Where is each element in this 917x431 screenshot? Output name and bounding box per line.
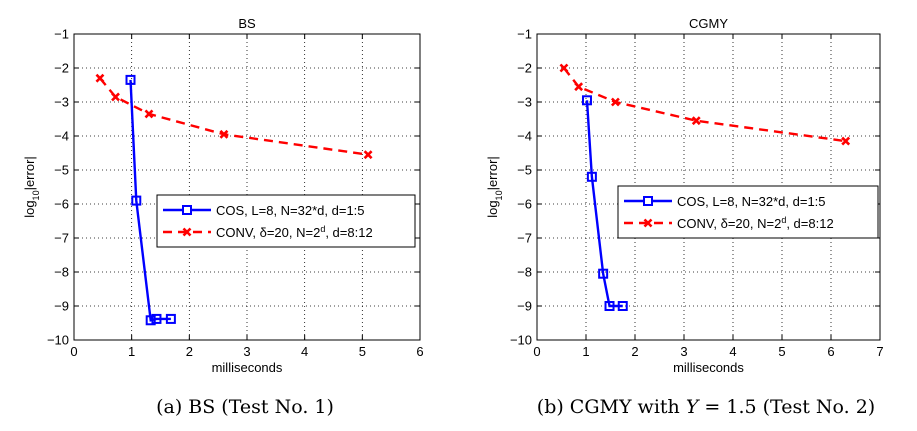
x-tick-label: 6 (827, 344, 834, 359)
data-point-square (165, 313, 176, 324)
chart-title: CGMY (689, 16, 728, 31)
x-tick-label: 5 (778, 344, 785, 359)
y-tick-label: −1 (54, 27, 69, 42)
caption-b: (b) CGMY with Y = 1.5 (Test No. 2) (537, 396, 875, 418)
legend: COS, L=8, N=32*d, d=1:5 CONV, δ=20, N=2d,… (156, 194, 416, 248)
y-tick-label: −10 (47, 333, 69, 348)
x-tick-label: 0 (533, 344, 540, 359)
y-axis-label: log10|error| (22, 156, 41, 218)
legend-marker-x (643, 218, 653, 228)
legend-label: CONV, δ=20, N=2d, d=8:12 (677, 215, 834, 231)
x-tick-label: 4 (729, 344, 736, 359)
data-point-square (145, 315, 156, 326)
x-tick-label: 4 (301, 344, 308, 359)
data-point-x (144, 109, 154, 119)
legend-box (156, 194, 416, 248)
data-point-square (598, 268, 609, 279)
y-tick-label: −5 (517, 163, 532, 178)
data-point-x (691, 116, 701, 126)
caption-a: (a) BS (Test No. 1) (156, 396, 334, 418)
x-axis-label: milliseconds (673, 360, 744, 375)
x-tick-label: 2 (631, 344, 638, 359)
y-tick-label: −1 (517, 27, 532, 42)
caption-b-suffix: = 1.5 (Test No. 2) (698, 396, 875, 418)
data-point-square (125, 74, 136, 85)
y-tick-label: −10 (510, 333, 532, 348)
data-point-square (151, 313, 162, 324)
y-tick-label: −7 (517, 231, 532, 246)
y-tick-label: −2 (54, 61, 69, 76)
data-point-x (610, 97, 620, 107)
data-point-x (363, 150, 373, 160)
data-point-x (111, 92, 120, 102)
x-axis-label: milliseconds (212, 360, 283, 375)
caption-b-var: Y (686, 396, 701, 418)
x-tick-label: 0 (70, 344, 77, 359)
y-tick-label: −3 (517, 95, 532, 110)
data-point-square (131, 195, 142, 206)
legend: COS, L=8, N=32*d, d=1:5 CONV, δ=20, N=2d,… (617, 185, 879, 239)
data-point-square (604, 301, 615, 311)
data-point-x (841, 136, 851, 146)
legend-marker-square (182, 205, 192, 215)
y-axis-label: log10|error| (485, 156, 504, 218)
data-point-square (586, 171, 597, 182)
x-tick-label: 6 (416, 344, 423, 359)
x-tick-label: 1 (582, 344, 589, 359)
legend-label: CONV, δ=20, N=2d, d=8:12 (216, 224, 373, 240)
y-tick-label: −4 (517, 129, 532, 144)
x-tick-label: 5 (359, 344, 366, 359)
data-point-square (581, 95, 592, 106)
data-point-x (559, 63, 569, 73)
data-point-x (95, 73, 105, 83)
legend-label: COS, L=8, N=32*d, d=1:5 (677, 194, 826, 209)
legend-label: COS, L=8, N=32*d, d=1:5 (216, 203, 365, 218)
y-tick-label: −3 (54, 95, 69, 110)
data-point-x (219, 129, 229, 139)
data-point-square (617, 301, 628, 311)
legend-marker-x (182, 227, 192, 237)
x-tick-label: 3 (680, 344, 687, 359)
axes-box (536, 33, 881, 341)
chart-cgmy: 0 1 2 3 4 5 6 7 −10 −9 −8 −7 −6 −5 −4 −3 −2 −1 CGMY millise… (485, 16, 884, 375)
legend-box (617, 185, 879, 239)
y-tick-label: −7 (54, 231, 69, 246)
y-tick-label: −6 (517, 197, 532, 212)
y-tick-label: −9 (517, 299, 532, 314)
legend-marker-square (643, 196, 653, 206)
chart-bs: 0 1 2 3 4 5 6 −10 −9 −8 −7 −6 −5 −4 −3 −2 −1 BS millisecon… (22, 16, 424, 375)
x-tick-label: 3 (243, 344, 250, 359)
y-tick-label: −2 (517, 61, 532, 76)
y-tick-label: −4 (54, 129, 69, 144)
caption-b-prefix: (b) CGMY with (537, 396, 686, 418)
y-tick-label: −9 (54, 299, 69, 314)
data-point-x (574, 82, 584, 92)
y-tick-label: −6 (54, 197, 69, 212)
chart-title: BS (238, 16, 256, 31)
x-tick-label: 2 (186, 344, 193, 359)
y-tick-label: −8 (54, 265, 69, 280)
y-tick-label: −5 (54, 163, 69, 178)
x-tick-label: 7 (876, 344, 883, 359)
y-tick-label: −8 (517, 265, 532, 280)
x-tick-label: 1 (128, 344, 135, 359)
